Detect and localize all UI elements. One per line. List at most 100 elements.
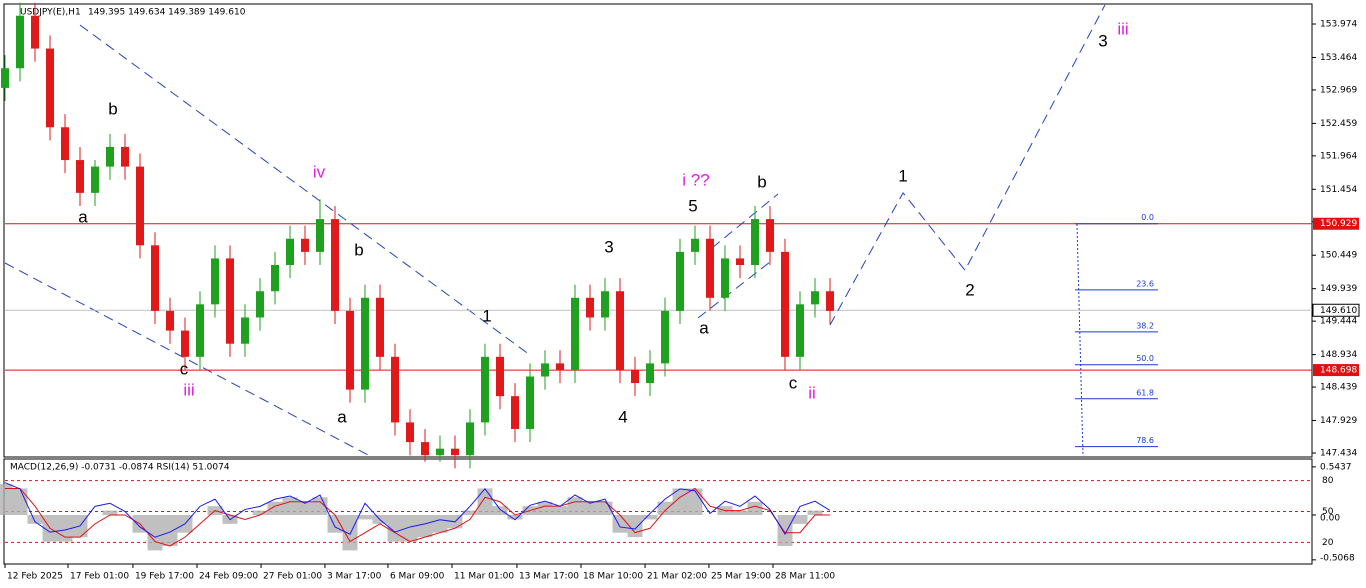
hline-label: 150.929 [1320, 219, 1357, 229]
y-tick-label: -0.5068 [1320, 554, 1355, 564]
x-tick-label: 24 Feb 09:00 [199, 572, 258, 582]
fib-vertical [1076, 223, 1084, 457]
wave-label: 3 [604, 237, 613, 256]
macd-bar [342, 515, 358, 551]
fib-label: 0.0 [1141, 213, 1154, 222]
macd-bar [552, 506, 568, 515]
x-tick-label: 18 Mar 10:00 [583, 572, 643, 582]
x-tick-label: 28 Mar 11:00 [775, 572, 835, 582]
candle-body [721, 258, 729, 298]
candle-body [361, 297, 369, 390]
x-tick-label: 27 Feb 01:00 [263, 572, 322, 582]
macd-bar [147, 515, 163, 551]
macd-bar [0, 484, 13, 515]
macd-bar [747, 501, 763, 515]
candle-body [166, 310, 174, 331]
candle-body [226, 258, 234, 344]
candle-body [811, 291, 819, 305]
candle-body [76, 160, 84, 193]
macd-bar [537, 501, 553, 515]
macd-bar [492, 506, 508, 515]
candle-body [286, 238, 294, 266]
macd-bar [792, 515, 808, 524]
wave-label: c [789, 373, 798, 392]
macd-bar [417, 515, 433, 538]
y-tick-label: 148.934 [1320, 350, 1357, 360]
signal-line [5, 487, 830, 547]
candle-body [316, 219, 324, 252]
candle-body [511, 396, 519, 429]
macd-bar [507, 515, 523, 520]
candle-body [466, 422, 474, 456]
candle-body [736, 258, 744, 266]
candle-body [691, 238, 699, 252]
macd-bar [462, 510, 478, 515]
candle-body [571, 297, 579, 370]
macd-bar [477, 488, 493, 515]
current-price-tag [1312, 303, 1360, 317]
hline-label: 148.698 [1320, 366, 1357, 376]
symbol-title: USDJPY(E),H1 [20, 8, 81, 18]
candle-body [271, 265, 279, 292]
candle-body [706, 238, 714, 298]
wave-label: i ?? [682, 170, 709, 189]
x-tick-label: 12 Feb 2025 [7, 572, 63, 582]
macd-bar [357, 515, 373, 520]
y-tick-label: 147.929 [1320, 416, 1357, 426]
wave-label: b [108, 99, 117, 118]
wave-label: 2 [965, 280, 974, 299]
y2-tick-label: 50 [1322, 507, 1334, 517]
candle-body [106, 146, 114, 167]
wave-label: 4 [618, 407, 627, 426]
candle-body [406, 422, 414, 443]
wave-label: 3 [1098, 31, 1107, 50]
candle-body [796, 304, 804, 357]
y2-tick-label: 20 [1322, 538, 1334, 548]
macd-bar [102, 510, 118, 515]
y-tick-label: 149.444 [1320, 317, 1357, 327]
candle-body [196, 304, 204, 357]
macd-bar [807, 510, 823, 515]
fib-label: 50.0 [1136, 354, 1154, 363]
trendlines [4, 24, 779, 457]
candle-body [496, 356, 504, 397]
y-tick-label: 0.5437 [1320, 462, 1352, 472]
y-tick-label: 151.454 [1320, 185, 1357, 195]
main-frame [3, 3, 1313, 458]
wave-label: iii [183, 380, 194, 399]
x-tick-label: 17 Feb 01:00 [70, 572, 129, 582]
candle-body [661, 310, 669, 364]
fib-label: 78.6 [1136, 436, 1154, 445]
macd-bar [777, 515, 793, 546]
macd-bar [12, 488, 28, 515]
candle-body [376, 297, 384, 357]
y-tick-label: 151.964 [1320, 151, 1357, 161]
ohlc-values: 149.395 149.634 149.389 149.610 [88, 8, 246, 18]
x-tick-label: 6 Mar 09:00 [390, 572, 445, 582]
fib-label: 38.2 [1136, 321, 1154, 330]
candle-body [631, 369, 639, 384]
wave-label: a [78, 207, 88, 226]
channel-upper [79, 24, 531, 356]
candle-body [646, 363, 654, 384]
candle-body [346, 310, 354, 390]
candle-body [211, 258, 219, 305]
wave-label: 5 [688, 196, 697, 215]
candle-body [616, 291, 624, 370]
macd-bar [267, 501, 283, 515]
macd-bar [282, 497, 298, 515]
macd-bar [162, 515, 178, 546]
macd-bar [657, 501, 673, 515]
candle-body [601, 291, 609, 318]
candle-body [781, 251, 789, 357]
candle-body [391, 356, 399, 423]
macd-bar [642, 515, 658, 520]
candle-body [1, 68, 9, 88]
channel-lower [4, 262, 371, 457]
y-tick-label: 0.00 [1320, 514, 1340, 524]
x-tick-label: 3 Mar 17:00 [327, 572, 382, 582]
fib-label: 61.8 [1136, 388, 1154, 397]
x-tick-label: 21 Mar 02:00 [647, 572, 707, 582]
